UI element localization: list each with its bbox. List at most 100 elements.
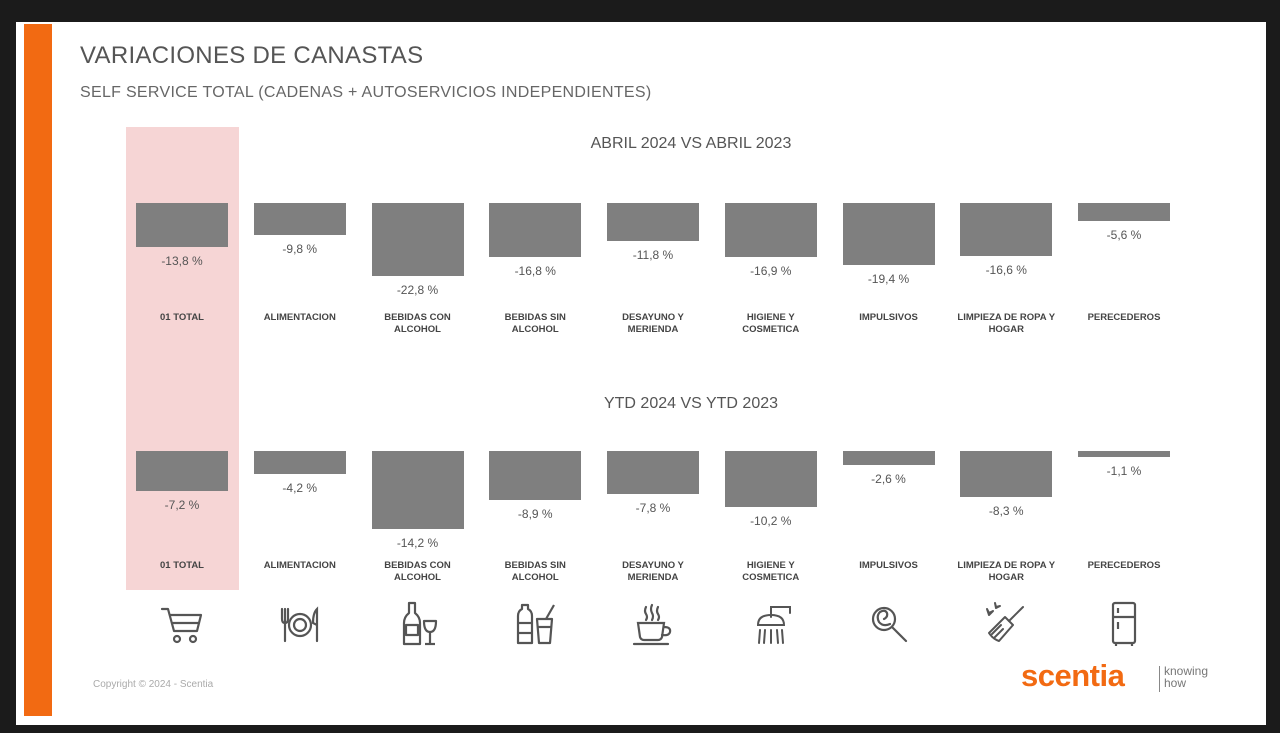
- category-label-1-2: ALIMENTACION: [240, 312, 360, 324]
- bar-1-7: [842, 203, 935, 266]
- copyright-text: Copyright © 2024 - Scentia: [93, 679, 214, 690]
- category-label-line: ALCOHOL: [511, 324, 559, 335]
- category-label-1-6: HIGIENE Y COSMETICA: [711, 312, 831, 336]
- bar-1-8: [960, 203, 1053, 257]
- page-title: VARIACIONES DE CANASTAS: [80, 42, 424, 69]
- coffee-cup-icon: [628, 599, 678, 649]
- fridge-icon: [1099, 599, 1149, 649]
- wine-bottle-glass-icon: [393, 599, 443, 649]
- category-label-line: LIMPIEZA DE ROPA Y: [957, 312, 1056, 323]
- bar-2-4: [489, 451, 582, 500]
- shower-icon: [746, 599, 796, 649]
- value-label-2-3: -14,2 %: [396, 536, 439, 551]
- category-label-line: ALCOHOL: [511, 572, 559, 583]
- slide: VARIACIONES DE CANASTAS SELF SERVICE TOT…: [16, 22, 1266, 725]
- category-label-line: DESAYUNO Y: [622, 560, 684, 571]
- value-label-1-1: -13,8 %: [161, 254, 203, 269]
- category-label-line: HOGAR: [988, 324, 1024, 335]
- value-label-1-3: -22,8 %: [396, 283, 439, 298]
- category-label-2-6: HIGIENE Y COSMETICA: [711, 560, 831, 584]
- value-label-2-5: -7,8 %: [635, 500, 671, 515]
- category-label-line: IMPULSIVOS: [859, 312, 918, 323]
- lollipop-icon: [864, 599, 914, 649]
- value-label-1-8: -16,6 %: [985, 263, 1027, 278]
- category-label-line: PERECEDEROS: [1087, 560, 1161, 571]
- category-label-1-4: BEBIDAS SIN ALCOHOL: [475, 312, 595, 336]
- category-label-line: ALIMENTACION: [263, 560, 336, 571]
- bar-2-2: [253, 451, 346, 475]
- category-label-line: COSMETICA: [742, 572, 800, 583]
- bar-1-4: [489, 203, 582, 258]
- water-bottle-cup-icon: [510, 599, 560, 649]
- category-label-line: ALCOHOL: [394, 572, 441, 583]
- category-label-2-9: PERECEDEROS: [1064, 560, 1184, 572]
- category-label-line: HIGIENE Y: [746, 560, 795, 571]
- category-label-line: 01 TOTAL: [160, 560, 204, 571]
- bar-2-9: [1078, 451, 1170, 458]
- value-label-1-6: -16,9 %: [750, 264, 792, 279]
- bar-2-8: [960, 451, 1053, 497]
- category-label-line: DESAYUNO Y: [622, 312, 684, 323]
- chart-title-1: ABRIL 2024 VS ABRIL 2023: [590, 135, 792, 152]
- logo-tagline: knowing how: [1164, 665, 1208, 689]
- logo-wordmark: scentia: [1021, 658, 1125, 693]
- category-label-2-3: BEBIDAS CON ALCOHOL: [358, 560, 478, 584]
- logo-tagline-line-1: knowing: [1164, 664, 1209, 678]
- category-label-1-8: LIMPIEZA DE ROPA Y HOGAR: [946, 312, 1066, 336]
- value-label-2-9: -1,1 %: [1106, 464, 1142, 479]
- bar-1-5: [607, 203, 699, 241]
- value-label-1-2: -9,8 %: [282, 241, 318, 256]
- logo-separator: [1159, 666, 1160, 692]
- category-label-line: HIGIENE Y: [746, 312, 795, 323]
- category-label-2-2: ALIMENTACION: [240, 560, 360, 572]
- category-label-line: PERECEDEROS: [1087, 312, 1161, 323]
- category-label-2-7: IMPULSIVOS: [829, 560, 949, 572]
- category-label-1-3: BEBIDAS CON ALCOHOL: [358, 312, 478, 336]
- value-label-2-8: -8,3 %: [988, 503, 1024, 518]
- cleaning-brush-icon: [981, 599, 1031, 649]
- value-label-2-7: -2,6 %: [871, 472, 906, 487]
- bar-2-6: [724, 451, 817, 508]
- bar-1-3: [371, 203, 464, 277]
- category-label-line: IMPULSIVOS: [859, 560, 918, 571]
- bar-2-1: [136, 451, 228, 491]
- value-label-2-1: -7,2 %: [164, 497, 200, 512]
- category-label-line: ALIMENTACION: [263, 312, 336, 323]
- category-label-line: 01 TOTAL: [160, 312, 204, 323]
- category-label-line: ALCOHOL: [394, 324, 441, 335]
- category-label-line: LIMPIEZA DE ROPA Y: [957, 560, 1056, 571]
- value-label-1-7: -19,4 %: [867, 272, 910, 287]
- category-label-2-4: BEBIDAS SIN ALCOHOL: [475, 560, 595, 584]
- category-label-line: MERIENDA: [627, 572, 679, 583]
- bar-1-2: [253, 203, 346, 235]
- category-label-line: BEBIDAS CON: [384, 312, 451, 323]
- shopping-cart-icon: [157, 599, 207, 649]
- value-label-2-6: -10,2 %: [750, 514, 792, 529]
- category-label-2-5: DESAYUNO Y MERIENDA: [593, 560, 713, 584]
- category-label-2-8: LIMPIEZA DE ROPA Y HOGAR: [946, 560, 1066, 584]
- category-label-line: BEBIDAS SIN: [504, 560, 566, 571]
- cutlery-plate-icon: [275, 599, 325, 649]
- category-label-1-7: IMPULSIVOS: [829, 312, 949, 324]
- bar-2-3: [371, 451, 464, 530]
- category-label-line: COSMETICA: [742, 324, 800, 335]
- category-label-line: BEBIDAS CON: [384, 560, 451, 571]
- accent-bar: [24, 24, 52, 716]
- logo-tagline-line-2: how: [1164, 676, 1187, 690]
- category-label-1-9: PERECEDEROS: [1064, 312, 1184, 324]
- page-subtitle: SELF SERVICE TOTAL (CADENAS + AUTOSERVIC…: [80, 84, 652, 101]
- bar-1-6: [724, 203, 817, 258]
- category-label-2-1: 01 TOTAL: [122, 560, 242, 572]
- value-label-1-9: -5,6 %: [1106, 228, 1142, 243]
- category-label-1-5: DESAYUNO Y MERIENDA: [593, 312, 713, 336]
- value-label-1-4: -16,8 %: [514, 264, 556, 279]
- bar-2-5: [607, 451, 699, 494]
- category-label-line: MERIENDA: [627, 324, 679, 335]
- category-label-line: HOGAR: [988, 572, 1024, 583]
- total-column-highlight: [126, 127, 239, 590]
- category-label-line: BEBIDAS SIN: [504, 312, 566, 323]
- value-label-2-4: -8,9 %: [517, 506, 553, 521]
- bar-1-9: [1078, 203, 1170, 222]
- value-label-2-2: -4,2 %: [282, 481, 318, 496]
- value-label-1-5: -11,8 %: [632, 247, 674, 262]
